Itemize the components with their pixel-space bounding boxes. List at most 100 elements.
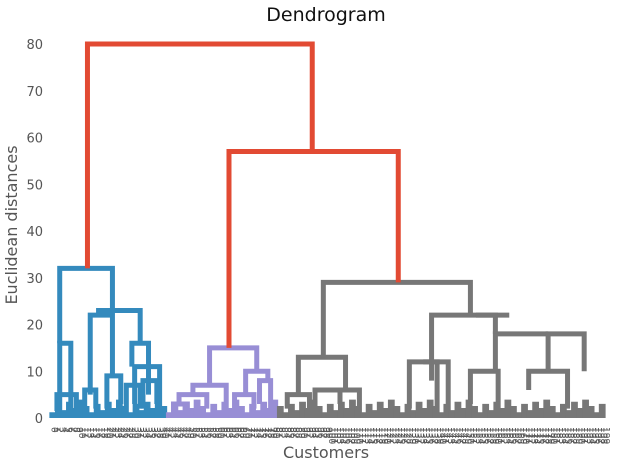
leaf-merge-link xyxy=(476,412,484,418)
leaf-label: 138 xyxy=(431,427,441,444)
y-tick-label: 70 xyxy=(26,85,43,100)
leaf-label: 65 xyxy=(229,427,239,438)
leaf-label: 70 xyxy=(243,427,253,439)
leaf-label: 159 xyxy=(490,427,500,444)
leaf-label: 162 xyxy=(498,427,508,444)
leaf-merge-link xyxy=(249,403,256,418)
leaf-label: 185 xyxy=(562,427,572,444)
leaf-merge-link xyxy=(521,403,528,418)
leaf-label: 56 xyxy=(204,427,214,439)
leaf-label: 76 xyxy=(259,427,269,439)
leaf-label: 146 xyxy=(454,427,464,444)
leaf-label: 48 xyxy=(182,427,192,439)
leaf-merge-link xyxy=(421,408,429,418)
leaf-merge-link xyxy=(548,405,556,418)
leaf-label: 129 xyxy=(406,427,416,444)
leaf-label: 89 xyxy=(295,427,305,439)
leaf-merge-link xyxy=(515,412,523,418)
dendrogram-link xyxy=(328,387,362,414)
leaf-label: 55 xyxy=(201,427,211,438)
leaf-merge-link xyxy=(487,410,495,418)
leaf-label: 123 xyxy=(390,427,400,444)
leaf-label: 93 xyxy=(306,427,316,438)
leaf-label: 178 xyxy=(542,427,552,444)
leaf-merge-link xyxy=(510,405,517,418)
leaf-label: 133 xyxy=(417,427,427,444)
leaf-label: 118 xyxy=(376,427,386,444)
leaf-label: 151 xyxy=(467,427,477,444)
leaf-label: 109 xyxy=(351,427,361,444)
leaf-label: 37 xyxy=(151,427,161,438)
dendrogram-link xyxy=(406,359,440,414)
leaf-merge-link xyxy=(504,399,512,418)
leaf-label: 0 xyxy=(48,427,58,433)
leaf-label: 113 xyxy=(362,427,372,444)
leaf-label: 63 xyxy=(223,427,233,438)
leaf-label: 96 xyxy=(315,427,325,439)
dendrogram-link xyxy=(84,41,315,269)
leaf-label: 191 xyxy=(578,427,588,444)
leaf-merge-link xyxy=(587,405,595,418)
leaf-label: 74 xyxy=(254,427,264,439)
leaf-merge-link xyxy=(243,412,251,418)
leaf-label: 72 xyxy=(248,427,258,438)
leaf-label: 119 xyxy=(379,427,389,444)
leaf-merge-link xyxy=(88,412,96,418)
leaf-label: 102 xyxy=(331,427,341,444)
leaf-merge-link xyxy=(138,410,145,418)
leaf-merge-link xyxy=(182,401,190,418)
leaf-label: 95 xyxy=(312,427,322,438)
leaf-label: 183 xyxy=(556,427,566,444)
leaf-label: 73 xyxy=(251,427,261,438)
leaf-merge-link xyxy=(371,410,379,418)
dendrogram-link xyxy=(129,340,152,395)
leaf-label: 45 xyxy=(173,427,183,438)
leaf-label: 9 xyxy=(73,427,83,433)
leaf-label: 154 xyxy=(476,427,486,444)
leaf-merge-link xyxy=(310,399,318,418)
y-tick-label: 50 xyxy=(26,178,43,193)
leaf-label: 59 xyxy=(212,427,222,439)
leaf-merge-link xyxy=(271,399,279,418)
leaf-merge-link xyxy=(415,401,423,418)
leaf-label: 125 xyxy=(395,427,405,444)
leaf-label: 26 xyxy=(121,427,131,439)
leaf-label: 62 xyxy=(220,427,230,438)
dendrogram-link xyxy=(96,307,143,344)
leaf-merge-link xyxy=(582,399,589,418)
leaf-merge-link xyxy=(199,405,207,418)
leaf-label: 79 xyxy=(268,427,278,439)
leaf-label: 15 xyxy=(90,427,100,438)
y-tick-label: 20 xyxy=(26,319,43,334)
leaf-label: 83 xyxy=(279,427,289,438)
leaf-merge-link xyxy=(188,408,195,418)
leaf-label: 28 xyxy=(126,427,136,439)
leaf-label: 40 xyxy=(159,427,169,439)
leaf-label: 32 xyxy=(137,427,147,438)
leaf-label: 104 xyxy=(337,427,347,444)
y-axis-label: Euclidean distances xyxy=(2,145,21,304)
leaf-merge-link xyxy=(326,403,334,418)
leaf-label: 34 xyxy=(143,427,153,439)
leaf-label: 181 xyxy=(551,427,561,444)
leaf-label: 36 xyxy=(148,427,158,439)
leaf-label: 18 xyxy=(98,427,108,439)
leaf-label: 194 xyxy=(587,427,597,444)
y-tick-label: 10 xyxy=(26,365,43,380)
leaf-label: 22 xyxy=(109,427,119,438)
leaf-label: 25 xyxy=(118,427,128,438)
leaf-label: 105 xyxy=(340,427,350,444)
leaf-label: 17 xyxy=(96,427,106,438)
x-axis-label: Customers xyxy=(283,443,369,462)
chart-title: Dendrogram xyxy=(266,4,385,26)
leaf-label: 175 xyxy=(534,427,544,444)
leaf-label: 49 xyxy=(184,427,194,439)
leaf-label: 81 xyxy=(273,427,283,438)
leaf-merge-link xyxy=(365,403,373,418)
leaf-merge-link xyxy=(110,408,118,418)
dendrogram-link xyxy=(295,354,349,395)
leaf-merge-link xyxy=(571,401,578,418)
leaf-label: 180 xyxy=(548,427,558,444)
leaf-label: 140 xyxy=(437,427,447,444)
leaf-merge-link xyxy=(498,408,506,418)
